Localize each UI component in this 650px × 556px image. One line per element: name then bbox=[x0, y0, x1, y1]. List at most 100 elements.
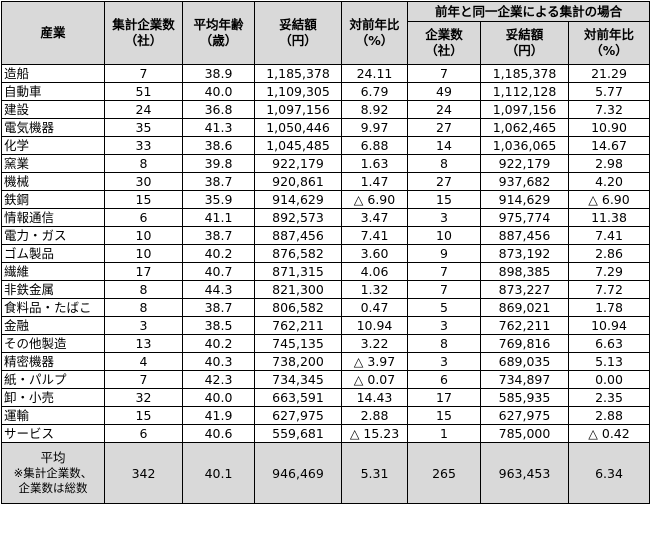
cell-age: 40.0 bbox=[182, 388, 255, 407]
cell-industry: 機械 bbox=[1, 172, 105, 191]
cell-yoy2: 7.29 bbox=[567, 262, 650, 281]
cell-yoy: △ 15.23 bbox=[341, 424, 408, 443]
cell-amount2: 914,629 bbox=[480, 190, 569, 209]
cell-age: 38.5 bbox=[182, 316, 255, 335]
header-amount2-title: 妥結額 bbox=[505, 27, 544, 42]
average-yoy: 5.31 bbox=[341, 442, 408, 504]
cell-count2: 10 bbox=[407, 226, 481, 245]
cell-amount2: 785,000 bbox=[480, 424, 569, 443]
cell-amount: 922,179 bbox=[254, 154, 342, 173]
cell-yoy: 4.06 bbox=[341, 262, 408, 281]
header-yoy-unit: （%） bbox=[355, 33, 394, 48]
cell-age: 38.7 bbox=[182, 298, 255, 317]
cell-count: 32 bbox=[104, 388, 183, 407]
cell-age: 42.3 bbox=[182, 370, 255, 389]
cell-yoy2: 11.38 bbox=[567, 208, 650, 227]
cell-industry: 金融 bbox=[1, 316, 105, 335]
cell-amount2: 1,112,128 bbox=[480, 82, 569, 101]
cell-yoy2: 2.35 bbox=[567, 388, 650, 407]
average-amount: 946,469 bbox=[254, 442, 342, 504]
cell-industry: 食料品・たばこ bbox=[1, 298, 105, 317]
cell-age: 40.7 bbox=[182, 262, 255, 281]
header-industry: 産業 bbox=[1, 1, 105, 65]
cell-yoy: 8.92 bbox=[341, 100, 408, 119]
cell-count: 10 bbox=[104, 226, 183, 245]
cell-yoy2: 7.41 bbox=[567, 226, 650, 245]
cell-age: 40.3 bbox=[182, 352, 255, 371]
cell-count2: 9 bbox=[407, 244, 481, 263]
cell-industry: 自動車 bbox=[1, 82, 105, 101]
cell-amount2: 937,682 bbox=[480, 172, 569, 191]
cell-yoy: 3.60 bbox=[341, 244, 408, 263]
average-count: 342 bbox=[104, 442, 183, 504]
table-row: 鉄鋼 15 35.9 914,629 △ 6.90 15 914,629 △ 6.90 bbox=[1, 190, 650, 209]
cell-yoy: △ 0.07 bbox=[341, 370, 408, 389]
cell-amount2: 734,897 bbox=[480, 370, 569, 389]
header-yoy2-unit: （%） bbox=[590, 43, 628, 58]
cell-yoy: 0.47 bbox=[341, 298, 408, 317]
cell-count2: 17 bbox=[407, 388, 481, 407]
cell-age: 41.1 bbox=[182, 208, 255, 227]
cell-amount: 920,861 bbox=[254, 172, 342, 191]
cell-count: 8 bbox=[104, 154, 183, 173]
table-row: 自動車 51 40.0 1,109,305 6.79 49 1,112,128 5.77 bbox=[1, 82, 650, 101]
cell-age: 38.9 bbox=[182, 64, 255, 83]
cell-yoy2: 2.88 bbox=[567, 406, 650, 425]
cell-amount: 871,315 bbox=[254, 262, 342, 281]
cell-amount2: 1,036,065 bbox=[480, 136, 569, 155]
cell-count2: 6 bbox=[407, 370, 481, 389]
cell-amount: 1,097,156 bbox=[254, 100, 342, 119]
cell-yoy: 7.41 bbox=[341, 226, 408, 245]
cell-count: 3 bbox=[104, 316, 183, 335]
table-row: 電力・ガス 10 38.7 887,456 7.41 10 887,456 7.41 bbox=[1, 226, 650, 245]
table-row: 機械 30 38.7 920,861 1.47 27 937,682 4.20 bbox=[1, 172, 650, 191]
header-amount-title: 妥結額 bbox=[279, 17, 317, 32]
cell-age: 41.9 bbox=[182, 406, 255, 425]
cell-count2: 7 bbox=[407, 64, 481, 83]
cell-count: 4 bbox=[104, 352, 183, 371]
cell-count: 6 bbox=[104, 424, 183, 443]
cell-count2: 15 bbox=[407, 190, 481, 209]
cell-age: 38.6 bbox=[182, 136, 255, 155]
table-row: 建設 24 36.8 1,097,156 8.92 24 1,097,156 7.32 bbox=[1, 100, 650, 119]
cell-count: 7 bbox=[104, 64, 183, 83]
cell-age: 36.8 bbox=[182, 100, 255, 119]
cell-count: 51 bbox=[104, 82, 183, 101]
header-same-group: 前年と同一企業による集計の場合 bbox=[406, 1, 650, 22]
cell-age: 40.2 bbox=[182, 244, 255, 263]
cell-count2: 27 bbox=[407, 118, 481, 137]
cell-count2: 7 bbox=[407, 280, 481, 299]
cell-yoy2: 10.90 bbox=[567, 118, 650, 137]
average-count2: 265 bbox=[407, 442, 481, 504]
cell-yoy2: 2.98 bbox=[567, 154, 650, 173]
cell-age: 40.2 bbox=[182, 334, 255, 353]
table-row: ゴム製品 10 40.2 876,582 3.60 9 873,192 2.86 bbox=[1, 244, 650, 263]
table-row: 情報通信 6 41.1 892,573 3.47 3 975,774 11.38 bbox=[1, 208, 650, 227]
cell-yoy2: 14.67 bbox=[567, 136, 650, 155]
cell-amount2: 762,211 bbox=[480, 316, 569, 335]
cell-yoy2: 4.20 bbox=[567, 172, 650, 191]
cell-count: 24 bbox=[104, 100, 183, 119]
table-row: 紙・パルプ 7 42.3 734,345 △ 0.07 6 734,897 0.00 bbox=[1, 370, 650, 389]
header-count: 集計企業数 （社） bbox=[104, 1, 183, 65]
cell-amount: 876,582 bbox=[254, 244, 342, 263]
table-row: 金融 3 38.5 762,211 10.94 3 762,211 10.94 bbox=[1, 316, 650, 335]
header-yoy: 対前年比 （%） bbox=[341, 1, 408, 65]
cell-count2: 27 bbox=[407, 172, 481, 191]
cell-age: 40.0 bbox=[182, 82, 255, 101]
header-yoy2-title: 対前年比 bbox=[584, 27, 635, 42]
cell-amount: 738,200 bbox=[254, 352, 342, 371]
header-count2-unit: （社） bbox=[425, 43, 463, 58]
header-amount2-unit: （円） bbox=[505, 43, 544, 58]
cell-yoy: 1.32 bbox=[341, 280, 408, 299]
cell-count2: 24 bbox=[407, 100, 481, 119]
cell-yoy2: 10.94 bbox=[567, 316, 650, 335]
cell-count: 10 bbox=[104, 244, 183, 263]
cell-amount2: 627,975 bbox=[480, 406, 569, 425]
cell-amount: 806,582 bbox=[254, 298, 342, 317]
cell-count: 13 bbox=[104, 334, 183, 353]
cell-industry: その他製造 bbox=[1, 334, 105, 353]
cell-count2: 7 bbox=[407, 262, 481, 281]
cell-count2: 8 bbox=[407, 334, 481, 353]
cell-amount: 734,345 bbox=[254, 370, 342, 389]
